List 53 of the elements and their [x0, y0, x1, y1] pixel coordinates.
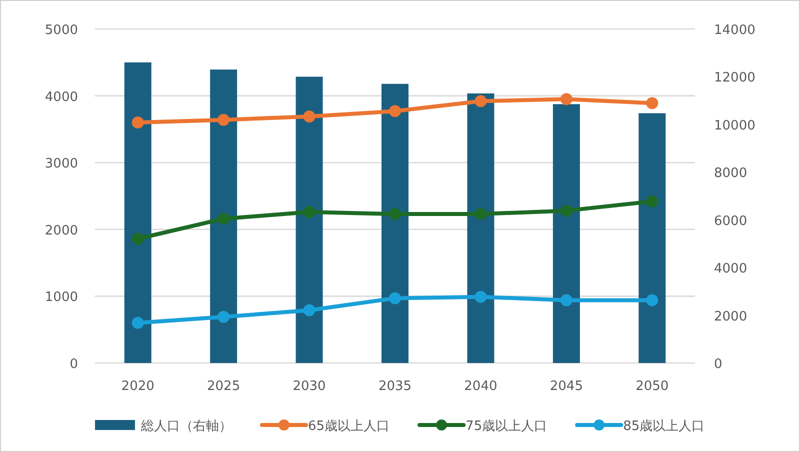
point [560, 204, 572, 217]
y-tick-label: 4000 [44, 90, 78, 105]
point [218, 114, 230, 126]
point [132, 116, 144, 129]
y2-tick-label: 8000 [714, 166, 748, 182]
point [389, 292, 401, 304]
point [132, 232, 144, 245]
x-tick-label: 2040 [464, 379, 498, 394]
y2-tick-label: 0 [714, 357, 722, 372]
x-tick-label: 2050 [636, 379, 669, 394]
point [474, 290, 487, 303]
bar [552, 104, 580, 363]
y-tick-label: 2000 [44, 223, 78, 238]
bar [467, 93, 494, 363]
y-tick-label: 1000 [44, 290, 78, 306]
legend-label: 総人口（右軸） [140, 419, 232, 434]
y-tick-label: 3000 [44, 156, 78, 172]
y2-tick-label: 12000 [714, 70, 756, 86]
bar [382, 84, 408, 363]
point [646, 195, 658, 208]
x-tick-label: 2035 [378, 379, 412, 394]
bar [296, 76, 323, 363]
legend-label: 65歳以上人口 [308, 419, 390, 434]
point [646, 97, 658, 110]
bar [124, 62, 152, 363]
point [474, 208, 487, 220]
point [132, 316, 144, 329]
point [646, 294, 658, 306]
y2-tick-label: 14000 [714, 23, 756, 38]
point [303, 110, 316, 123]
point [474, 95, 487, 108]
point [303, 304, 316, 316]
legend-label: 75歳以上人口 [466, 419, 548, 434]
point [389, 208, 401, 220]
y2-tick-label: 4000 [714, 262, 748, 277]
bar [638, 113, 666, 363]
y2-tick-label: 6000 [714, 214, 748, 229]
x-tick-label: 2030 [292, 379, 326, 394]
x-tick-label: 2025 [207, 379, 240, 394]
point [218, 212, 230, 225]
x-tick-label: 2020 [121, 379, 154, 394]
point [560, 93, 572, 106]
y2-tick-label: 2000 [714, 309, 748, 324]
y2-tick-label: 10000 [714, 118, 756, 134]
point [303, 206, 316, 218]
point [560, 294, 572, 306]
point [389, 105, 401, 118]
y-tick-label: 5000 [44, 23, 78, 38]
legend-label: 85歳以上人口 [623, 419, 705, 434]
point [218, 310, 230, 323]
bar [210, 70, 238, 363]
y-tick-label: 0 [70, 357, 78, 372]
x-tick-label: 2045 [550, 379, 583, 394]
